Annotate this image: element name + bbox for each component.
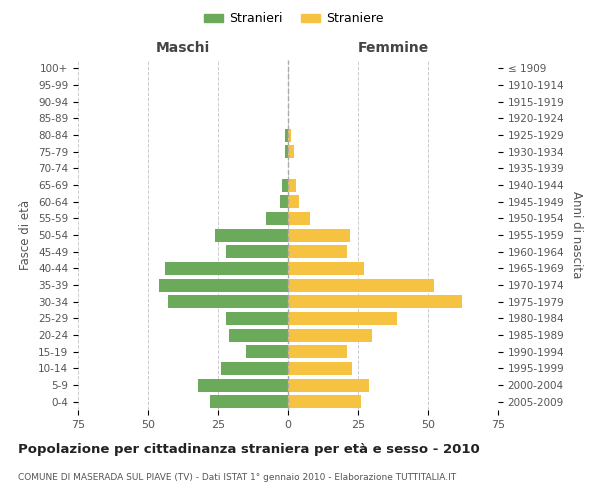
Bar <box>199 378 288 392</box>
Bar <box>226 312 288 325</box>
Bar <box>288 128 291 141</box>
Bar <box>266 212 288 225</box>
Bar <box>288 245 347 258</box>
Bar <box>165 262 288 275</box>
Bar <box>288 262 364 275</box>
Bar <box>215 228 288 241</box>
Bar <box>288 295 461 308</box>
Bar <box>288 195 299 208</box>
Bar <box>159 278 288 291</box>
Bar <box>288 178 296 192</box>
Bar <box>288 145 293 158</box>
Bar <box>288 362 352 375</box>
Bar <box>246 345 288 358</box>
Text: COMUNE DI MASERADA SUL PIAVE (TV) - Dati ISTAT 1° gennaio 2010 - Elaborazione TU: COMUNE DI MASERADA SUL PIAVE (TV) - Dati… <box>18 472 456 482</box>
Bar <box>167 295 288 308</box>
Bar <box>226 245 288 258</box>
Bar <box>221 362 288 375</box>
Text: Maschi: Maschi <box>156 41 210 55</box>
Bar <box>229 328 288 342</box>
Bar <box>283 178 288 192</box>
Bar <box>288 378 369 392</box>
Y-axis label: Anni di nascita: Anni di nascita <box>570 192 583 278</box>
Bar <box>280 195 288 208</box>
Text: Popolazione per cittadinanza straniera per età e sesso - 2010: Popolazione per cittadinanza straniera p… <box>18 442 480 456</box>
Legend: Stranieri, Straniere: Stranieri, Straniere <box>199 7 389 30</box>
Bar <box>288 395 361 408</box>
Bar <box>209 395 288 408</box>
Y-axis label: Fasce di età: Fasce di età <box>19 200 32 270</box>
Bar <box>288 345 347 358</box>
Text: Femmine: Femmine <box>358 41 428 55</box>
Bar <box>288 312 397 325</box>
Bar <box>288 328 372 342</box>
Bar <box>285 145 288 158</box>
Bar <box>288 228 350 241</box>
Bar <box>285 128 288 141</box>
Bar <box>288 278 434 291</box>
Bar <box>288 212 310 225</box>
